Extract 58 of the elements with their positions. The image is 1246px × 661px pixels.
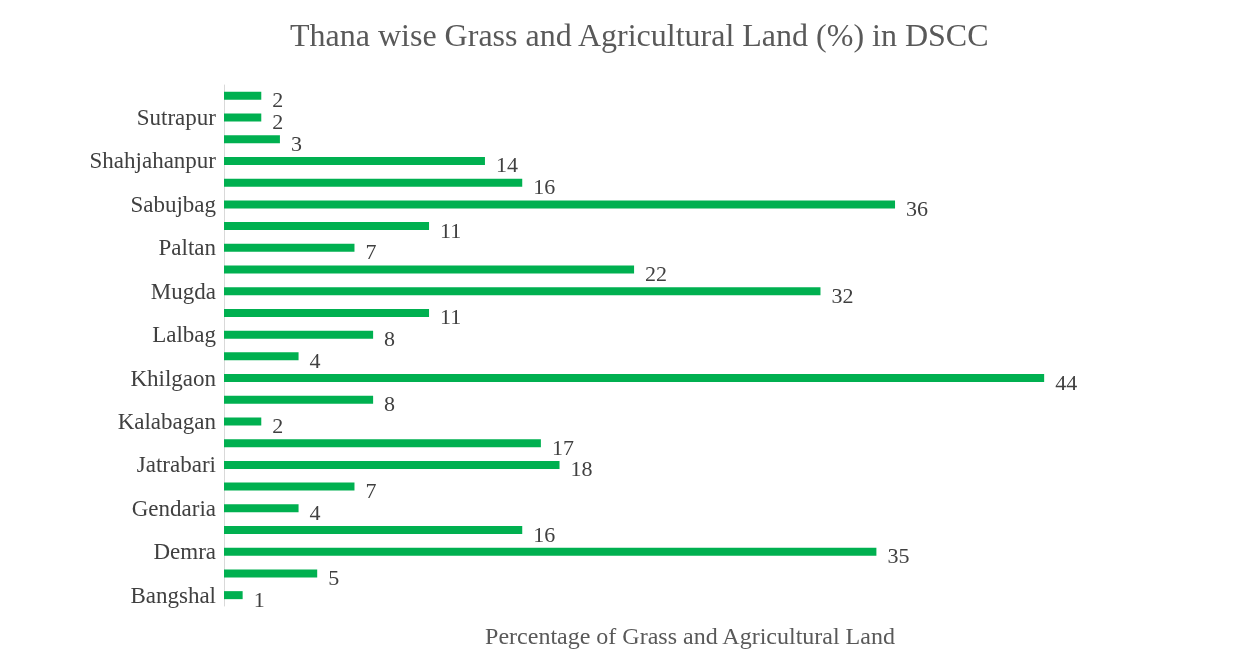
bar <box>224 91 262 100</box>
y-tick-label: Lalbag <box>152 322 217 348</box>
bar <box>224 178 523 187</box>
bar <box>224 526 523 535</box>
y-tick-label: Bangshal <box>130 582 216 608</box>
data-label: 35 <box>887 543 910 569</box>
bar <box>224 200 896 209</box>
bar <box>224 374 1045 383</box>
bar <box>224 287 821 296</box>
x-axis-title: Percentage of Grass and Agricultural Land <box>485 623 895 649</box>
data-label: 7 <box>365 478 377 504</box>
y-tick-label: Kalabagan <box>117 408 217 434</box>
data-label: 44 <box>1055 369 1078 395</box>
data-label: 32 <box>831 282 854 308</box>
data-label: 16 <box>533 521 556 547</box>
data-label: 22 <box>645 261 668 287</box>
bar <box>224 222 430 231</box>
data-label: 3 <box>290 130 302 156</box>
bar <box>224 482 355 491</box>
data-label: 36 <box>906 195 929 221</box>
bar <box>224 308 430 317</box>
data-label: 1 <box>253 586 265 612</box>
bar <box>224 504 299 513</box>
data-label: 16 <box>533 174 556 200</box>
bar <box>224 569 318 578</box>
bar <box>224 265 635 274</box>
chart-title: Thana wise Grass and Agricultural Land (%) in DSCC <box>290 17 989 53</box>
data-label: 11 <box>440 217 462 243</box>
bar <box>224 113 262 122</box>
data-label: 2 <box>272 412 284 438</box>
y-tick-label: Jatrabari <box>136 452 216 478</box>
data-label: 14 <box>495 152 518 178</box>
bar <box>224 395 374 404</box>
data-label: 11 <box>440 304 462 330</box>
y-tick-label: Gendaria <box>131 495 216 521</box>
data-label: 7 <box>365 239 377 265</box>
bar <box>224 591 243 600</box>
bar <box>224 135 280 144</box>
bar <box>224 439 541 448</box>
y-tick-label: Paltan <box>158 235 217 261</box>
data-label: 5 <box>328 564 340 590</box>
data-label: 8 <box>384 391 396 417</box>
bar <box>224 547 877 556</box>
y-tick-label: Sutrapur <box>136 105 217 131</box>
bar <box>224 417 262 426</box>
bar <box>224 243 355 252</box>
data-label: 4 <box>309 499 321 525</box>
y-tick-label: Khilgaon <box>130 365 217 391</box>
data-label: 4 <box>309 347 321 373</box>
y-tick-label: Demra <box>153 539 216 565</box>
y-tick-label: Sabujbag <box>130 191 217 217</box>
bar <box>224 156 485 165</box>
bar <box>224 330 374 339</box>
y-tick-label: Mugda <box>150 278 216 304</box>
data-label: 8 <box>384 326 396 352</box>
y-tick-label: Shahjahanpur <box>89 148 217 174</box>
bar <box>224 460 560 469</box>
bar <box>224 352 299 361</box>
